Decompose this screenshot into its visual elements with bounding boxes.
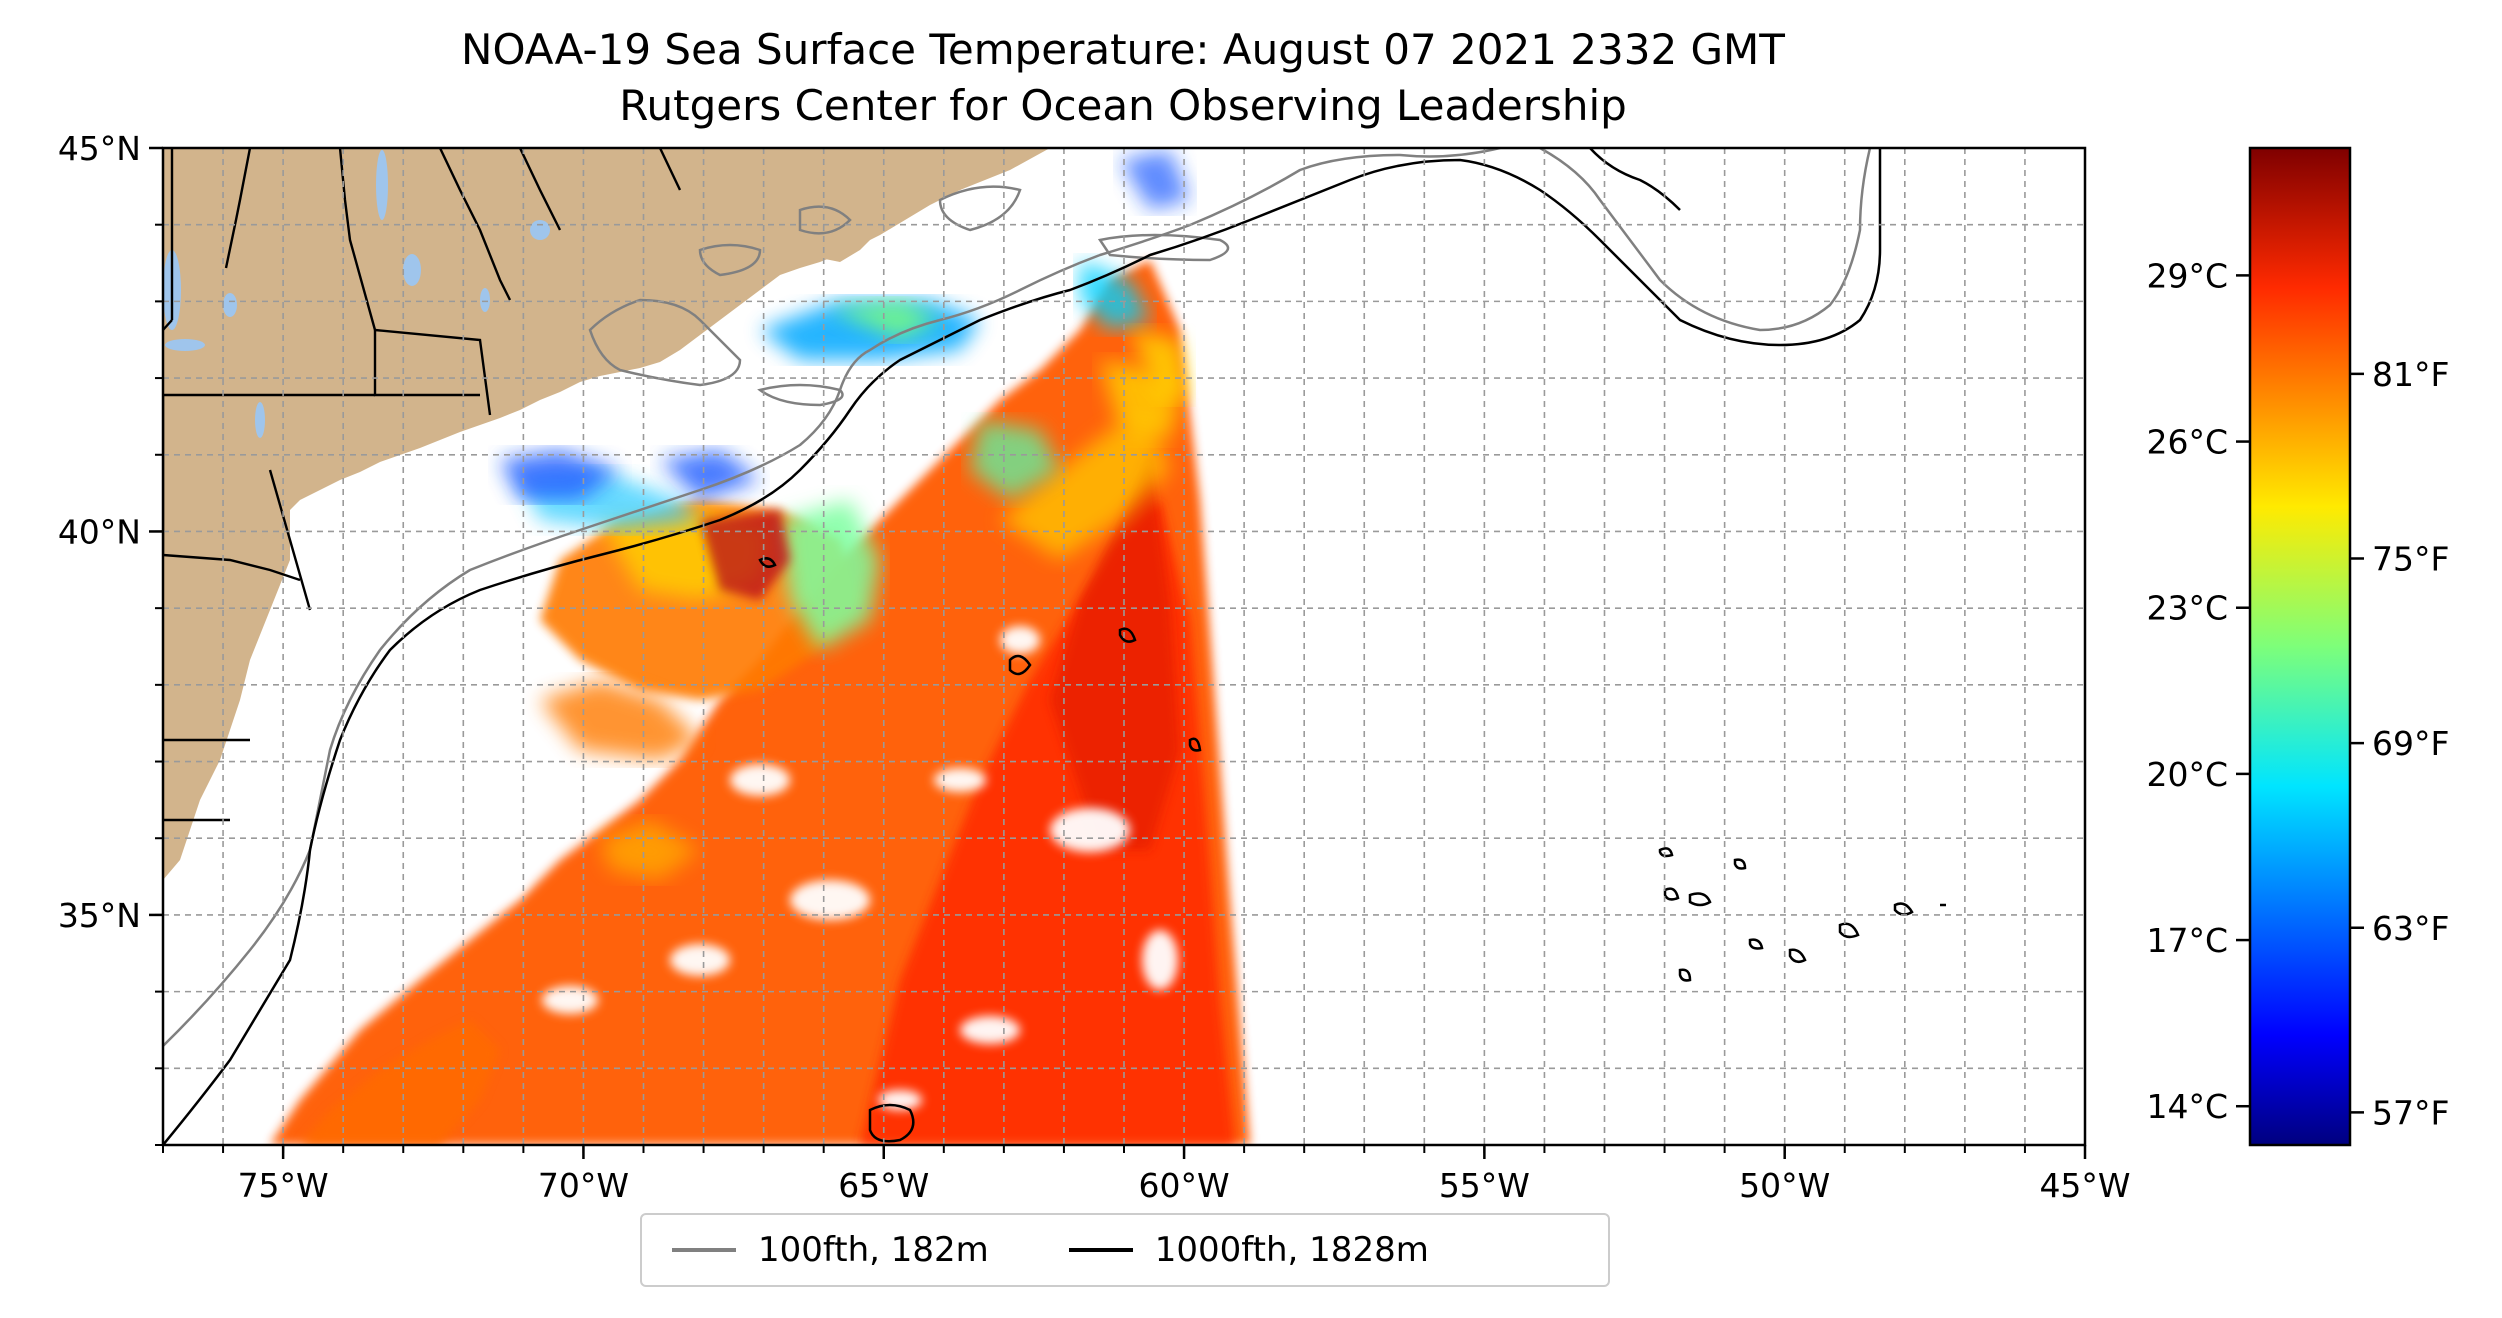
celsius-tick-label: 14°C: [2146, 1087, 2228, 1126]
celsius-tick-label: 29°C: [2146, 256, 2228, 295]
lon-tick-label: 65°W: [838, 1166, 929, 1205]
celsius-tick-label: 20°C: [2146, 755, 2228, 794]
celsius-tick-label: 26°C: [2146, 423, 2228, 462]
celsius-tick-label: 17°C: [2146, 921, 2228, 960]
fahrenheit-tick-label: 81°F: [2372, 355, 2449, 394]
legend-item-1000fth: 1000fth, 1828m: [1068, 1230, 1429, 1270]
latitude-axis: 45°N 40°N 35°N: [58, 129, 163, 1146]
lat-tick-label: 45°N: [58, 129, 141, 168]
lat-tick-label: 40°N: [58, 512, 141, 551]
fahrenheit-tick-label: 57°F: [2372, 1093, 2449, 1132]
colorbar: 14°C 17°C 20°C 23°C 26°C 29°C 57°F 63°F 69°F 75°…: [2146, 146, 2449, 1147]
lon-tick-label: 45°W: [2039, 1166, 2130, 1205]
colorbar-gradient: [2248, 146, 2352, 1147]
legend-line-grey: [672, 1248, 736, 1252]
lat-tick-label: 35°N: [58, 896, 141, 935]
chart-title: NOAA-19 Sea Surface Temperature: August …: [461, 25, 1785, 74]
longitude-axis: 75°W 70°W 65°W 60°W 55°W 50°W 45°W: [162, 1145, 2131, 1205]
isobath-1000fth: [163, 148, 1946, 1145]
isobath-legend: 100fth, 182m 1000fth, 1828m: [640, 1213, 1610, 1287]
lon-tick-label: 60°W: [1139, 1166, 1230, 1205]
fahrenheit-tick-label: 69°F: [2372, 724, 2449, 763]
lon-tick-label: 55°W: [1439, 1166, 1530, 1205]
map-gridlines: [163, 148, 2085, 1145]
lon-tick-label: 50°W: [1739, 1166, 1830, 1205]
legend-item-100fth: 100fth, 182m: [672, 1230, 989, 1270]
cloud-gaps: [454, 626, 1178, 1110]
fahrenheit-tick-label: 63°F: [2372, 909, 2449, 948]
chart-subtitle: Rutgers Center for Ocean Observing Leade…: [619, 81, 1627, 130]
colorbar-fahrenheit-axis: 57°F 63°F 69°F 75°F 81°F: [2350, 355, 2449, 1132]
isobath-100fth: [163, 148, 1872, 1047]
legend-label-100fth: 100fth, 182m: [758, 1230, 989, 1270]
legend-label-1000fth: 1000fth, 1828m: [1154, 1230, 1429, 1270]
colorbar-celsius-axis: 14°C 17°C 20°C 23°C 26°C 29°C: [2146, 256, 2250, 1126]
lon-tick-label: 70°W: [538, 1166, 629, 1205]
fahrenheit-tick-label: 75°F: [2372, 539, 2449, 578]
legend-line-black: [1068, 1248, 1133, 1252]
lakes: [163, 150, 550, 438]
celsius-tick-label: 23°C: [2146, 589, 2228, 628]
lon-tick-label: 75°W: [238, 1166, 329, 1205]
